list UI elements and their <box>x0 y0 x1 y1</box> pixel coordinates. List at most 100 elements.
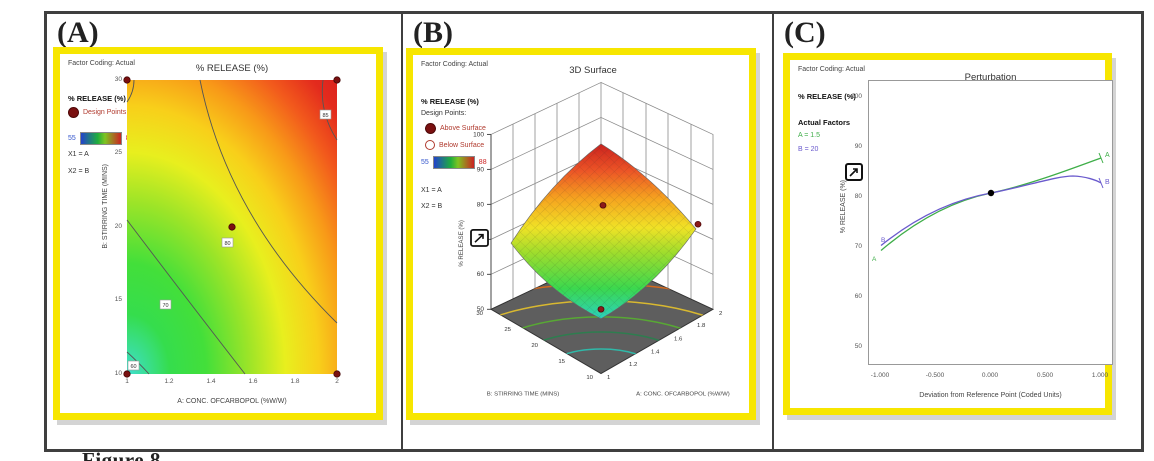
z-tick: 100 <box>473 131 484 138</box>
z-tick: 80 <box>477 201 485 208</box>
above-surface-icon <box>425 123 436 134</box>
svg-text:30: 30 <box>476 311 483 317</box>
a-axis-label: A: CONC. OFCARBOPOL (%W/W) <box>636 391 730 397</box>
b-axis-ticks: 30 25 20 15 10 <box>476 311 593 381</box>
curve-a-end-label: A <box>1105 152 1110 159</box>
scale-min: 55 <box>68 135 76 142</box>
x-tick: 1.4 <box>206 378 216 385</box>
color-scale: 55 88 <box>421 156 487 169</box>
design-point-icon <box>68 107 79 118</box>
y-tick: 25 <box>114 149 122 156</box>
design-points-label: Design Points: <box>421 110 467 117</box>
factor-coding-text: Factor Coding: Actual <box>68 60 135 67</box>
x-tick: 1.6 <box>248 378 258 385</box>
svg-text:60: 60 <box>130 364 136 370</box>
x-axis-label: A: CONC. OFCARBOPOL (%W/W) <box>177 398 287 405</box>
caption-text: Figure 8. <box>82 448 167 461</box>
factor-coding-text: Factor Coding: Actual <box>798 66 865 73</box>
plot-title: % RELEASE (%) <box>195 63 269 74</box>
y-tick: 50 <box>854 343 862 350</box>
z-tick: 90 <box>477 166 485 173</box>
panel-c: (C) Factor Coding: Actual Perturbation %… <box>774 14 1141 449</box>
curve-b-end-label: B <box>1105 179 1110 186</box>
z-tick: 50 <box>477 306 485 313</box>
curve-a <box>880 157 1102 251</box>
scale-max: 88 <box>478 159 487 166</box>
legend-heading: % RELEASE (%) <box>68 94 126 103</box>
plot-title: 3D Surface <box>569 65 617 76</box>
factor-a-value: A = 1.5 <box>798 132 820 139</box>
color-scale: 55 88 <box>68 132 134 145</box>
svg-text:2: 2 <box>719 311 722 317</box>
curve-b-start-label: B <box>881 237 885 244</box>
pop-out-arrow <box>849 168 858 177</box>
perturbation-plot-canvas[interactable]: A B A B <box>868 80 1113 365</box>
pop-out-icon[interactable] <box>470 229 489 247</box>
svg-text:1.2: 1.2 <box>629 362 637 368</box>
contour-lines <box>126 79 338 375</box>
x-tick: -0.500 <box>925 372 945 379</box>
y-tick: 80 <box>854 193 862 200</box>
design-points <box>597 202 702 313</box>
y-tick: 100 <box>851 93 862 100</box>
below-surface-icon <box>425 140 435 150</box>
svg-text:1.4: 1.4 <box>651 350 660 356</box>
below-surface-label: Below Surface <box>439 141 485 149</box>
y-tick: 70 <box>854 243 862 250</box>
legend-heading: % RELEASE (%) <box>421 97 479 106</box>
y-tick: 60 <box>854 293 862 300</box>
design-points-label: Design Points <box>83 109 127 116</box>
panel-a: (A) Factor Coding: Actual % RELEASE (%) … <box>47 14 403 449</box>
surface-3d-canvas[interactable]: 50 60 70 80 90 100 % RELEASE (%) <box>451 73 756 418</box>
actual-factors-label: Actual Factors <box>798 118 851 127</box>
svg-text:70: 70 <box>162 303 168 309</box>
panel-b: (B) Factor Coding: Actual 3D Surface % R… <box>403 14 774 449</box>
x-tick: 1.8 <box>290 378 300 385</box>
a-axis-ticks: 2 1.8 1.6 1.4 1.2 1 <box>607 311 722 381</box>
y-tick: 10 <box>114 370 122 377</box>
panel-b-plot-frame: Factor Coding: Actual 3D Surface % RELEA… <box>406 48 756 420</box>
b-axis-label: B: STIRRING TIME (MINS) <box>487 391 559 397</box>
x-tick: 2 <box>335 378 339 385</box>
above-surface-label: Above Surface <box>440 125 486 132</box>
x-tick: 0.000 <box>981 372 999 379</box>
legend-above-surface: Above Surface <box>425 123 486 134</box>
contour-value-labels: 80 70 60 85 <box>127 109 332 371</box>
curve-b <box>880 175 1102 247</box>
x2-label: X2 = B <box>68 168 90 175</box>
z-axis: 50 60 70 80 90 100 % RELEASE (%) <box>458 131 492 313</box>
panel-a-plot-frame: Factor Coding: Actual % RELEASE (%) % RE… <box>53 47 383 420</box>
plot-title: Perturbation <box>964 72 1017 83</box>
perturbation-curves: A B A B <box>872 152 1110 263</box>
x1-label: X1 = A <box>421 187 442 194</box>
panel-a-label: (A) <box>57 16 99 49</box>
pop-out-icon[interactable] <box>845 163 863 181</box>
svg-text:25: 25 <box>504 327 511 333</box>
reference-point <box>987 189 995 197</box>
y-tick: 20 <box>114 223 122 230</box>
panel-b-label: (B) <box>413 16 453 49</box>
svg-text:1.6: 1.6 <box>674 337 682 343</box>
x-tick: -1.000 <box>870 372 890 379</box>
y-axis-label: B: STIRRING TIME (MINS) <box>102 164 109 249</box>
panel-c-label: (C) <box>784 16 826 49</box>
z-axis-label: % RELEASE (%) <box>458 220 465 267</box>
x2-label: X2 = B <box>421 203 443 210</box>
svg-text:20: 20 <box>531 343 538 349</box>
scale-min: 55 <box>421 159 429 166</box>
svg-text:85: 85 <box>322 113 328 119</box>
svg-text:1: 1 <box>607 375 610 381</box>
figure-border-box: (A) Factor Coding: Actual % RELEASE (%) … <box>44 11 1144 452</box>
x-tick: 1.2 <box>164 378 174 385</box>
factor-b-value: B = 20 <box>798 146 819 153</box>
color-scale-bar <box>432 156 475 169</box>
factor-coding-text: Factor Coding: Actual <box>421 61 488 68</box>
figure-caption-fragment: Figure 8. <box>82 448 167 461</box>
response-surface <box>510 143 697 320</box>
panel-c-plot-frame: Factor Coding: Actual Perturbation % REL… <box>783 53 1113 415</box>
contour-plot-canvas[interactable]: 80 70 60 85 <box>123 76 341 378</box>
x-tick: 1.000 <box>1091 372 1109 379</box>
z-tick: 60 <box>477 271 485 278</box>
y-tick: 90 <box>854 143 862 150</box>
